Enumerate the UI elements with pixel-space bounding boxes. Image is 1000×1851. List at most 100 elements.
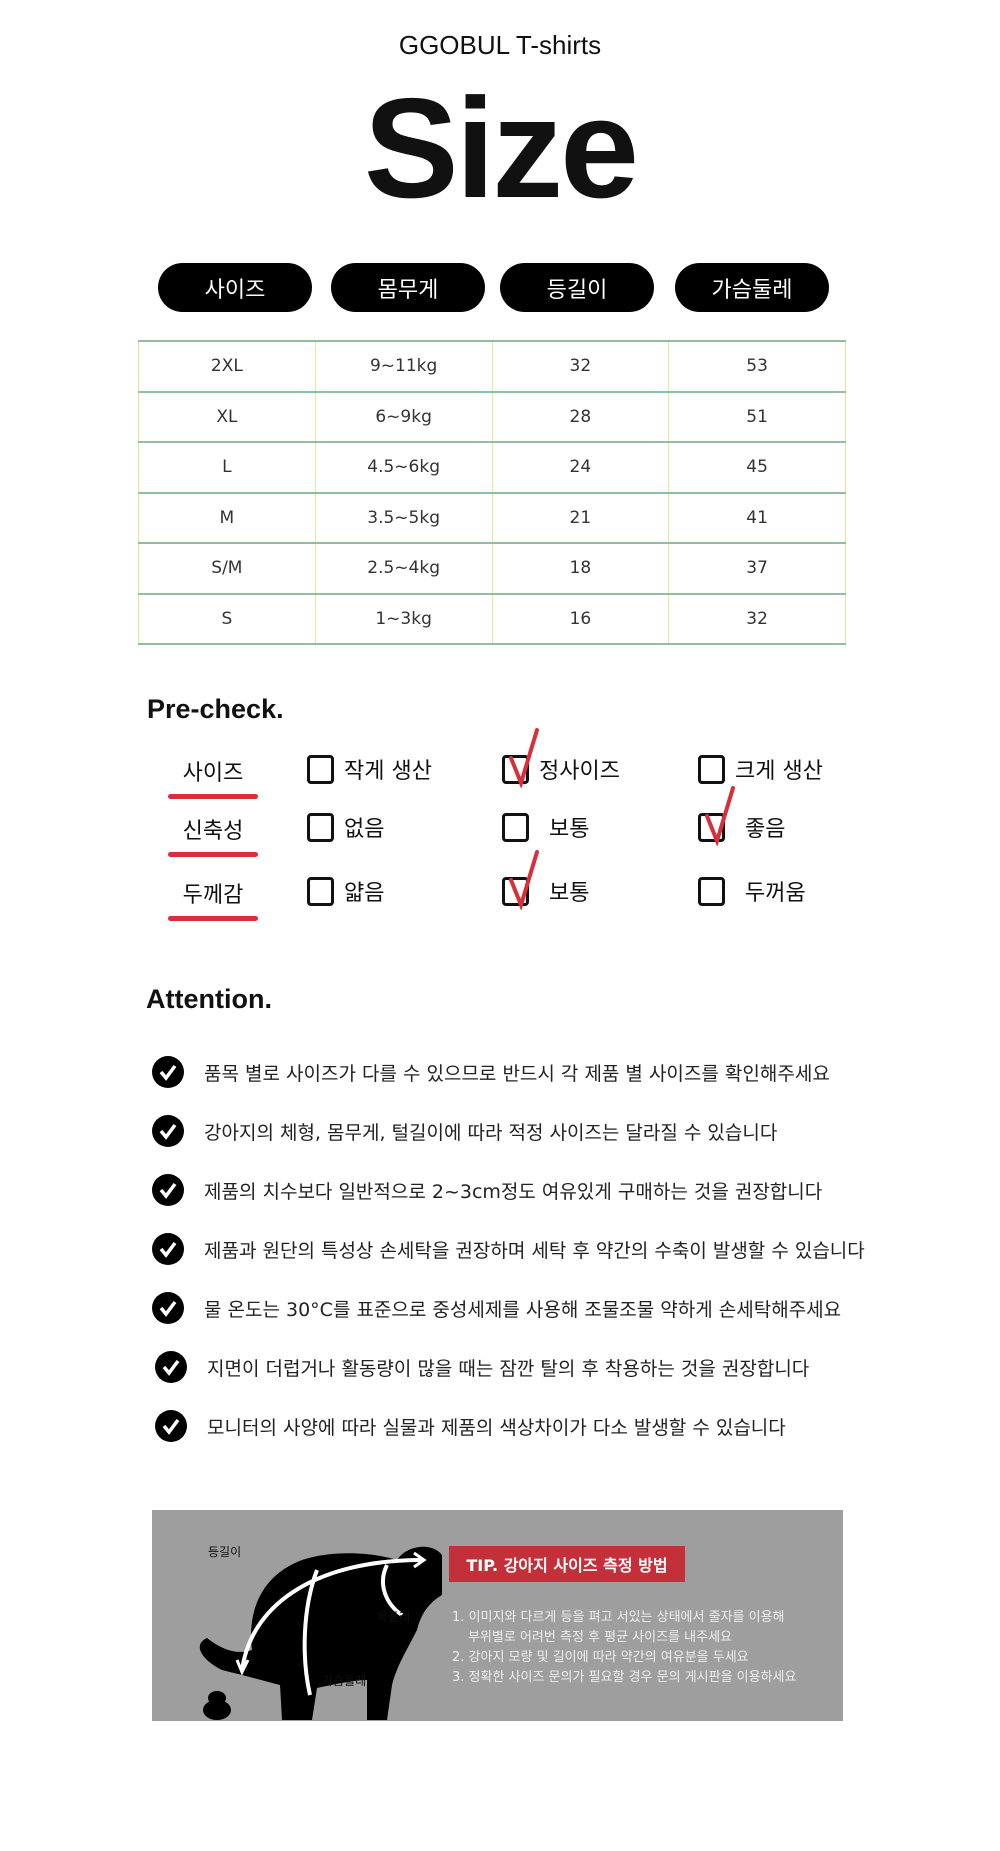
back-length-label: 등길이 [208, 1545, 242, 1559]
table-cell: 9~11kg [314, 340, 493, 393]
table-row: XL 6~9kg 28 51 [138, 390, 846, 443]
precheck-option[interactable]: 얇음 [307, 875, 384, 907]
checkbox[interactable] [307, 812, 334, 842]
option-label: 보통 [549, 817, 590, 842]
attention-item: 강아지의 체형, 몸무게, 털길이에 따라 적정 사이즈는 달라질 수 있습니다 [152, 1115, 777, 1147]
precheck-option[interactable]: 정사이즈 [502, 727, 620, 788]
checked-checkbox[interactable] [502, 727, 539, 788]
table-cell: S [138, 592, 316, 645]
checkbox[interactable] [307, 754, 334, 784]
attention-item: 지면이 더럽거나 활동량이 많을 때는 잠깐 탈의 후 착용하는 것을 권장합니… [155, 1351, 809, 1383]
attention-text: 물 온도는 30°C를 표준으로 중성세제를 사용해 조물조물 약하게 손세탁해… [204, 1298, 842, 1321]
checkbox[interactable] [502, 812, 529, 842]
precheck-option[interactable]: 보통 [502, 849, 590, 910]
attention-text: 강아지의 체형, 몸무게, 털길이에 따라 적정 사이즈는 달라질 수 있습니다 [204, 1121, 778, 1144]
table-cell: 24 [491, 441, 670, 494]
size-table: 2XL 9~11kg 32 53 XL 6~9kg 28 51 L 4.5~6kg 24 45 M 3.5… [138, 340, 846, 645]
precheck-option[interactable]: 없음 [307, 811, 384, 843]
page-title: Size [363, 69, 639, 228]
tip-title: TIP. 강아지 사이즈 측정 방법 [449, 1546, 685, 1582]
table-cell: 32 [668, 592, 846, 645]
option-label: 두꺼움 [745, 881, 806, 906]
precheck-category: 사이즈 [168, 755, 258, 799]
option-label: 얇음 [344, 881, 385, 906]
precheck-category: 두께감 [168, 877, 258, 921]
brand-title: GGOBUL T-shirts [398, 30, 602, 60]
column-header-size: 사이즈 [158, 263, 312, 312]
precheck-option[interactable]: 보통 [502, 811, 589, 843]
attention-text: 제품과 원단의 특성상 손세탁을 권장하며 세탁 후 약간의 수축이 발생할 수… [204, 1239, 865, 1262]
table-row: M 3.5~5kg 21 41 [138, 491, 846, 544]
table-cell: 51 [668, 390, 846, 443]
attention-item: 제품의 치수보다 일반적으로 2~3cm정도 여유있게 구매하는 것을 권장합니… [152, 1174, 822, 1206]
table-cell: 6~9kg [314, 390, 493, 443]
column-header-weight: 몸무게 [331, 263, 485, 312]
table-cell: 2.5~4kg [314, 542, 493, 595]
table-row: L 4.5~6kg 24 45 [138, 441, 846, 494]
check-circle-icon [155, 1410, 187, 1442]
check-circle-icon [152, 1233, 184, 1265]
chest-label: 가슴둘레 [322, 1674, 367, 1688]
attention-item: 제품과 원단의 특성상 손세탁을 권장하며 세탁 후 약간의 수축이 발생할 수… [152, 1233, 865, 1265]
table-cell: 4.5~6kg [314, 441, 493, 494]
red-check-icon [705, 785, 735, 846]
check-circle-icon [152, 1056, 184, 1088]
table-cell: 16 [491, 592, 670, 645]
precheck-option[interactable]: 작게 생산 [307, 753, 432, 785]
table-row: 2XL 9~11kg 32 53 [138, 340, 846, 393]
tip-line: 3. 정확한 사이즈 문의가 필요할 경우 문의 게시판을 이용하세요 [452, 1670, 797, 1685]
red-check-icon [509, 849, 539, 910]
check-circle-icon [152, 1174, 184, 1206]
table-cell: 18 [491, 542, 670, 595]
check-circle-icon [152, 1115, 184, 1147]
checkbox[interactable] [698, 876, 725, 906]
attention-item: 모니터의 사양에 따라 실물과 제품의 색상차이가 다소 발생할 수 있습니다 [155, 1410, 786, 1442]
precheck-title: Pre-check. [147, 694, 284, 724]
precheck-option[interactable]: 좋음 [698, 785, 786, 846]
tip-line: 2. 강아지 모량 및 길이에 따라 약간의 여유분을 두세요 [452, 1650, 749, 1665]
option-label: 없음 [344, 817, 385, 842]
check-circle-icon [152, 1292, 184, 1324]
checked-checkbox[interactable] [698, 785, 735, 846]
red-check-icon [509, 727, 539, 788]
table-cell: 41 [668, 491, 846, 544]
table-cell: 2XL [138, 340, 316, 393]
attention-text: 모니터의 사양에 따라 실물과 제품의 색상차이가 다소 발생할 수 있습니다 [207, 1416, 786, 1439]
attention-item: 물 온도는 30°C를 표준으로 중성세제를 사용해 조물조물 약하게 손세탁해… [152, 1292, 841, 1324]
table-row: S 1~3kg 16 32 [138, 592, 846, 645]
precheck-option[interactable]: 두꺼움 [698, 875, 806, 907]
table-cell: XL [138, 390, 316, 443]
table-cell: 45 [668, 441, 846, 494]
option-label: 작게 생산 [344, 759, 432, 784]
tip-line: 1. 이미지와 다르게 등을 펴고 서있는 상태에서 줄자를 이용해 [452, 1610, 785, 1625]
table-cell: S/M [138, 542, 316, 595]
option-label: 좋음 [745, 817, 786, 842]
table-cell: 28 [491, 390, 670, 443]
table-cell: 37 [668, 542, 846, 595]
option-label: 보통 [549, 881, 590, 906]
neck-label: 목둘레 [377, 1610, 411, 1624]
table-cell: 1~3kg [314, 592, 493, 645]
checked-checkbox[interactable] [502, 849, 539, 910]
table-cell: 32 [491, 340, 670, 393]
precheck-category: 신축성 [168, 813, 258, 857]
attention-text: 지면이 더럽거나 활동량이 많을 때는 잠깐 탈의 후 착용하는 것을 권장합니… [207, 1357, 810, 1380]
precheck-option[interactable]: 크게 생산 [698, 753, 823, 785]
tip-panel: 등길이 목둘레 가슴둘레 TIP. 강아지 사이즈 측정 방법 1. 이미지와 … [152, 1510, 843, 1721]
attention-text: 제품의 치수보다 일반적으로 2~3cm정도 여유있게 구매하는 것을 권장합니… [204, 1180, 823, 1203]
table-row: S/M 2.5~4kg 18 37 [138, 542, 846, 595]
attention-item: 품목 별로 사이즈가 다를 수 있으므로 반드시 각 제품 별 사이즈를 확인해… [152, 1056, 830, 1088]
tip-line: 부위별로 어려번 측정 후 평균 사이즈를 내주세요 [468, 1630, 732, 1645]
attention-title: Attention. [146, 984, 272, 1014]
checkbox[interactable] [698, 754, 725, 784]
table-cell: L [138, 441, 316, 494]
column-header-back-length: 등길이 [500, 263, 654, 312]
check-circle-icon [155, 1351, 187, 1383]
table-cell: 21 [491, 491, 670, 544]
table-cell: 53 [668, 340, 846, 393]
checkbox[interactable] [307, 876, 334, 906]
column-header-chest: 가슴둘레 [675, 263, 829, 312]
option-label: 크게 생산 [735, 759, 823, 784]
dog-silhouette-illustration [199, 1546, 442, 1720]
attention-text: 품목 별로 사이즈가 다를 수 있으므로 반드시 각 제품 별 사이즈를 확인해… [204, 1062, 830, 1085]
